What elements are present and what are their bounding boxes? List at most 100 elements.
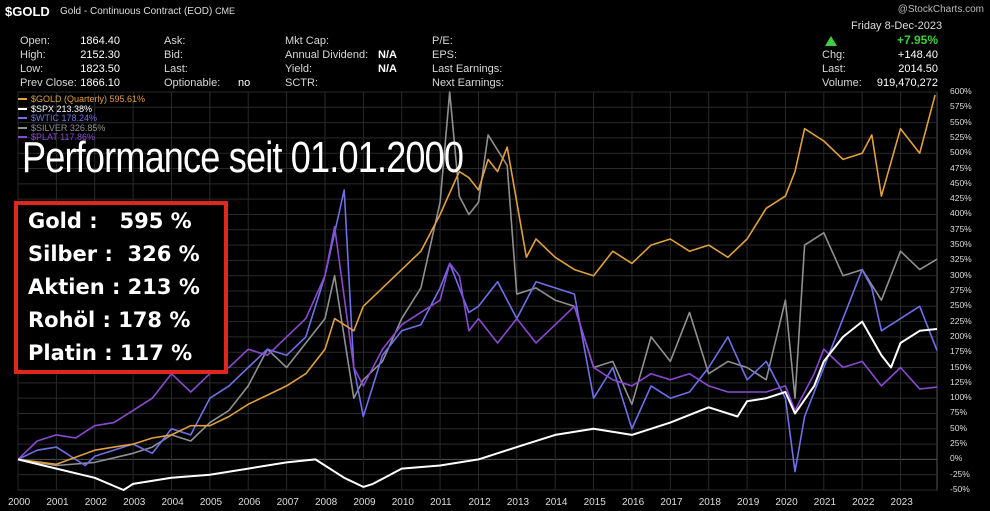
- series-line-plat: [17, 225, 938, 460]
- legend-entry-spx: $SPX 213.38%: [31, 103, 93, 114]
- last2-value: 2014.50: [898, 63, 938, 75]
- volume-value: 919,470,272: [876, 77, 938, 89]
- x-tick-label: 2013: [506, 497, 530, 508]
- legend-entry-gold: $GOLD (Quarterly) 595.61%: [31, 94, 146, 104]
- legend-entry-wtic: $WTIC 178.24%: [31, 113, 98, 123]
- chart-subtitle: Gold - Continuous Contract (EOD) CME: [60, 6, 236, 17]
- y-tick-label: 350%: [950, 239, 972, 250]
- y-tick-label: 400%: [950, 208, 972, 219]
- y-tick-label: 500%: [950, 147, 972, 158]
- pe-label: P/E:: [432, 35, 453, 47]
- x-tick-label: 2003: [123, 497, 146, 508]
- open-label: Open:: [20, 35, 50, 47]
- low-label: Low:: [20, 63, 44, 75]
- low-value: 1823.50: [80, 63, 120, 75]
- x-tick-label: 2010: [391, 497, 414, 508]
- perf-row-stocks: Aktien : 213 %: [28, 275, 200, 299]
- legend-swatch-gold: [18, 98, 27, 100]
- x-tick-label: 2016: [621, 497, 645, 508]
- x-tick-label: 2004: [161, 497, 184, 508]
- y-tick-label: 375%: [950, 223, 972, 234]
- yield-label: Yield:: [285, 63, 313, 75]
- y-tick-label: 575%: [950, 101, 972, 112]
- legend-entry-plat: $PLAT 117.86%: [31, 132, 96, 142]
- yield-value: N/A: [378, 63, 397, 75]
- y-tick-label: 50%: [950, 422, 968, 433]
- x-tick-label: 2009: [353, 497, 376, 508]
- y-tick-label: 150%: [950, 361, 972, 372]
- quote-header: $GOLD Gold - Continuous Contract (EOD) C…: [0, 0, 990, 92]
- sctr-label: SCTR:: [285, 77, 318, 89]
- series-line-silver: [17, 91, 938, 467]
- x-tick-label: 2020: [775, 497, 798, 508]
- y-tick-label: 25%: [950, 438, 968, 449]
- x-tick-label: 2023: [890, 497, 913, 508]
- prev-close-value: 1866.10: [80, 77, 120, 89]
- x-tick-label: 2021: [813, 497, 837, 508]
- y-tick-label: 225%: [950, 315, 972, 326]
- chg-value: +148.40: [897, 49, 938, 61]
- chg-label: Chg:: [822, 49, 846, 61]
- dividend-value: N/A: [378, 49, 397, 61]
- y-tick-label: 525%: [950, 131, 972, 142]
- high-value: 2152.30: [80, 49, 120, 61]
- y-tick-label: 300%: [950, 269, 972, 280]
- performance-title: Performance seit 01.01.2000: [22, 133, 464, 182]
- last-label: Last:: [164, 63, 188, 75]
- bid-label: Bid:: [164, 49, 183, 61]
- open-value: 1864.40: [80, 35, 120, 47]
- quote-date: Friday 8-Dec-2023: [851, 20, 943, 32]
- last-earnings-label: Last Earnings:: [432, 63, 503, 75]
- x-tick-label: 2008: [314, 497, 338, 508]
- optionable-label: Optionable:: [164, 77, 221, 89]
- last2-label: Last:: [822, 63, 846, 75]
- x-tick-label: 2017: [660, 497, 683, 508]
- y-tick-label: 250%: [950, 300, 972, 311]
- watermark: @StockCharts.com: [897, 4, 984, 15]
- high-label: High:: [20, 49, 46, 61]
- y-tick-label: 600%: [950, 86, 972, 96]
- y-tick-label: 125%: [950, 376, 972, 387]
- ticker-symbol: $GOLD: [5, 4, 50, 19]
- y-tick-label: -50%: [950, 484, 970, 494]
- legend-swatch-silver: [18, 126, 27, 129]
- perf-row-silver: Silber : 326 %: [28, 242, 200, 266]
- series-line-wtic: [17, 189, 938, 473]
- ask-label: Ask:: [164, 35, 186, 47]
- y-tick-label: 275%: [950, 285, 972, 295]
- y-tick-label: 325%: [950, 254, 972, 265]
- x-tick-label: 2019: [737, 497, 760, 508]
- y-tick-label: 550%: [950, 116, 972, 127]
- y-tick-label: -25%: [950, 468, 970, 479]
- x-tick-label: 2005: [199, 497, 223, 508]
- y-tick-label: 0%: [950, 453, 963, 464]
- legend-entry-silver: $SILVER 326.85%: [31, 122, 106, 133]
- legend-swatch-plat: [18, 136, 27, 138]
- perf-row-platinum: Platin : 117 %: [28, 341, 193, 365]
- legend-swatch-spx: [18, 107, 27, 110]
- y-tick-label: 175%: [950, 346, 972, 357]
- chart-series: [17, 91, 938, 491]
- prev-close-label: Prev Close:: [20, 77, 77, 89]
- x-tick-label: 2000: [8, 497, 31, 508]
- x-tick-label: 2018: [698, 497, 721, 508]
- up-arrow-icon: [825, 36, 837, 46]
- y-tick-label: 200%: [950, 330, 972, 341]
- legend-swatch-wtic: [18, 117, 27, 119]
- change-percent: +7.95%: [896, 33, 938, 47]
- x-tick-label: 2011: [430, 497, 452, 508]
- x-tick-label: 2006: [238, 497, 261, 508]
- perf-row-oil: Rohöl : 178 %: [28, 308, 191, 332]
- x-tick-label: 2007: [276, 497, 299, 508]
- x-tick-label: 2012: [468, 497, 491, 508]
- x-tick-label: 2014: [545, 497, 568, 508]
- x-tick-label: 2001: [46, 497, 69, 508]
- x-tick-label: 2022: [852, 497, 875, 508]
- next-earnings-label: Next Earnings:: [432, 77, 505, 89]
- eps-label: EPS:: [432, 49, 458, 61]
- y-tick-label: 425%: [950, 193, 972, 204]
- optionable-value: no: [238, 77, 251, 89]
- y-tick-label: 100%: [950, 392, 972, 403]
- y-tick-label: 475%: [950, 162, 972, 173]
- volume-label: Volume:: [822, 77, 862, 89]
